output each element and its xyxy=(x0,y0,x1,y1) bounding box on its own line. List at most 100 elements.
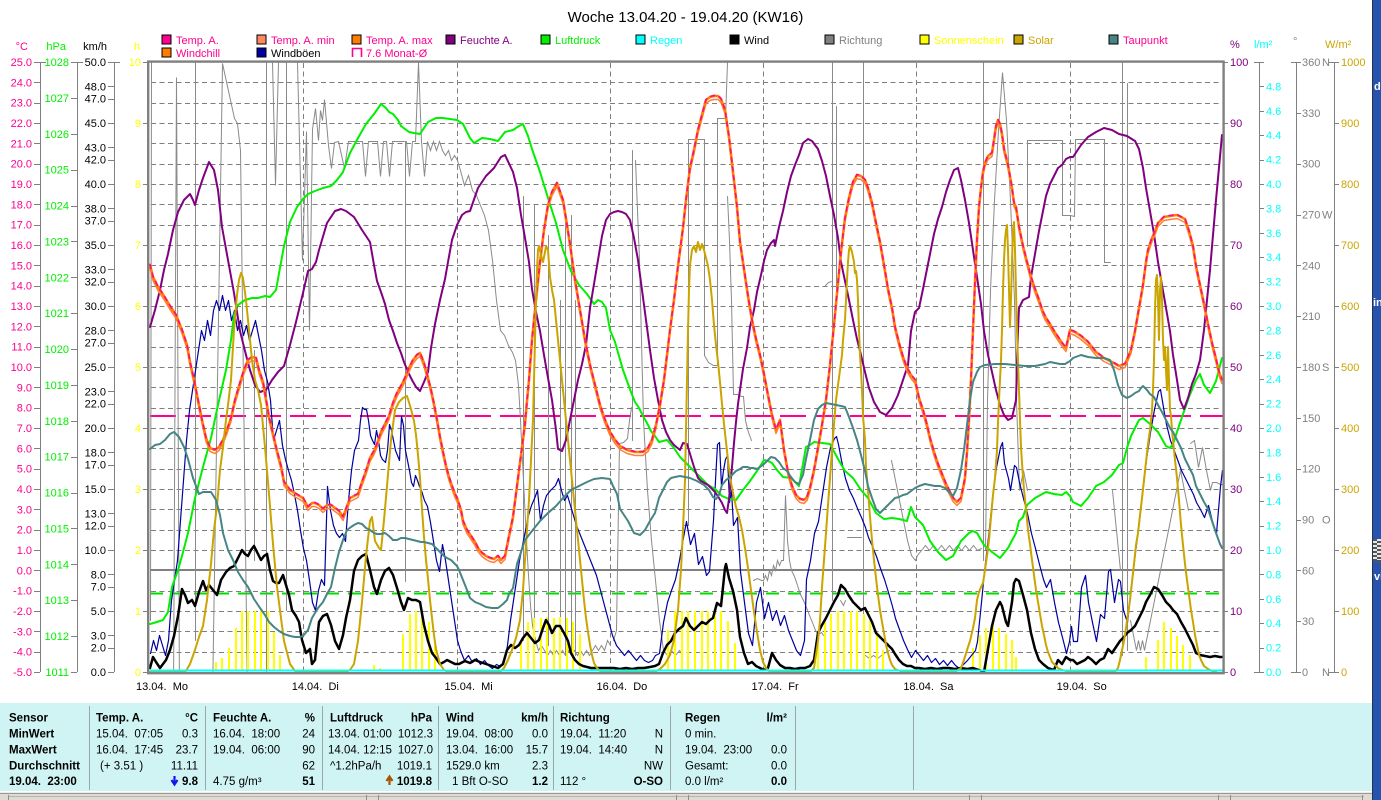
svg-text:S: S xyxy=(1322,362,1329,374)
svg-text:90: 90 xyxy=(1230,118,1242,130)
svg-text:4.6: 4.6 xyxy=(1266,106,1281,118)
svg-text:vi: vi xyxy=(1374,571,1381,583)
svg-text:16.04. Do: 16.04. Do xyxy=(597,681,648,693)
svg-text:1.0: 1.0 xyxy=(1266,545,1281,557)
svg-text:km/h: km/h xyxy=(83,41,107,53)
svg-text:0: 0 xyxy=(1341,667,1347,679)
svg-text:80: 80 xyxy=(1230,179,1242,191)
svg-text:Luftdruck: Luftdruck xyxy=(330,713,384,725)
svg-text:50.0: 50.0 xyxy=(85,57,106,69)
svg-text:8.0: 8.0 xyxy=(91,569,106,581)
svg-text:9.0: 9.0 xyxy=(17,382,32,394)
svg-text:62: 62 xyxy=(302,761,315,773)
svg-text:1015: 1015 xyxy=(45,524,69,536)
svg-text:7: 7 xyxy=(135,240,141,252)
svg-text:800: 800 xyxy=(1341,179,1359,191)
svg-text:1: 1 xyxy=(135,606,141,618)
svg-text:Feuchte A.: Feuchte A. xyxy=(213,713,271,725)
svg-text:38.0: 38.0 xyxy=(85,203,106,215)
svg-text:21.0: 21.0 xyxy=(11,138,32,150)
svg-text:3.8: 3.8 xyxy=(1266,203,1281,215)
svg-text:24.0: 24.0 xyxy=(11,77,32,89)
svg-text:1.2: 1.2 xyxy=(532,776,548,788)
svg-text:5: 5 xyxy=(135,362,141,374)
svg-text:0.0 l/m²: 0.0 l/m² xyxy=(685,776,724,788)
svg-text:N: N xyxy=(655,745,663,757)
svg-text:6: 6 xyxy=(135,301,141,313)
svg-text:0.6: 0.6 xyxy=(1266,594,1281,606)
svg-text:20.0: 20.0 xyxy=(11,159,32,171)
svg-text:150: 150 xyxy=(1302,413,1320,425)
svg-text:1016: 1016 xyxy=(45,488,69,500)
svg-text:1021: 1021 xyxy=(45,308,69,320)
svg-text:0.4: 0.4 xyxy=(1266,618,1281,630)
svg-text:13.0: 13.0 xyxy=(85,508,106,520)
svg-text:23.0: 23.0 xyxy=(85,386,106,398)
svg-text:9.8: 9.8 xyxy=(182,776,199,788)
svg-text:Windchill: Windchill xyxy=(176,48,220,60)
svg-text:1020: 1020 xyxy=(45,344,69,356)
svg-text:Temp. A.: Temp. A. xyxy=(176,35,219,47)
svg-text:4.8: 4.8 xyxy=(1266,81,1281,93)
svg-text:33.0: 33.0 xyxy=(85,264,106,276)
svg-text:19.04. 11:20: 19.04. 11:20 xyxy=(560,729,626,741)
svg-text:°C: °C xyxy=(185,713,198,725)
svg-text:N: N xyxy=(1322,667,1330,679)
svg-text:18.0: 18.0 xyxy=(11,199,32,211)
svg-text:19.04. 14:40: 19.04. 14:40 xyxy=(560,745,627,757)
svg-text:50: 50 xyxy=(1230,362,1242,374)
svg-text:17.04. Fr: 17.04. Fr xyxy=(752,681,799,693)
svg-text:5.0: 5.0 xyxy=(17,464,32,476)
svg-text:19.04. 23:00: 19.04. 23:00 xyxy=(9,776,77,788)
svg-text:Woche 13.04.20 - 19.04.20 (KW1: Woche 13.04.20 - 19.04.20 (KW16) xyxy=(568,9,804,26)
svg-text:51: 51 xyxy=(302,776,315,788)
svg-text:1.0: 1.0 xyxy=(17,545,32,557)
svg-text:6.0: 6.0 xyxy=(17,443,32,455)
svg-text:1019.8: 1019.8 xyxy=(397,776,433,788)
svg-text:90: 90 xyxy=(1302,515,1314,527)
svg-text:12.0: 12.0 xyxy=(85,521,106,533)
svg-text:1019: 1019 xyxy=(45,380,69,392)
svg-text:(+ 3.51 ): (+ 3.51 ) xyxy=(100,761,143,773)
svg-text:1013: 1013 xyxy=(45,595,69,607)
svg-text:300: 300 xyxy=(1341,484,1359,496)
svg-text:500: 500 xyxy=(1341,362,1359,374)
svg-text:4.75 g/m³: 4.75 g/m³ xyxy=(213,776,262,788)
svg-text:7.6 Monat-Ø: 7.6 Monat-Ø xyxy=(366,48,428,60)
svg-text:16.04. 18:00: 16.04. 18:00 xyxy=(213,729,280,741)
svg-text:1.4: 1.4 xyxy=(1266,496,1281,508)
svg-text:22.0: 22.0 xyxy=(85,399,106,411)
svg-text:2.0: 2.0 xyxy=(91,643,106,655)
svg-text:0.0: 0.0 xyxy=(532,729,548,741)
svg-text:1.6: 1.6 xyxy=(1266,472,1281,484)
svg-text:8.0: 8.0 xyxy=(17,403,32,415)
svg-text:km/h: km/h xyxy=(521,713,548,725)
svg-text:360: 360 xyxy=(1302,57,1320,69)
svg-text:4.0: 4.0 xyxy=(17,484,32,496)
svg-text:MinWert: MinWert xyxy=(9,729,54,741)
svg-text:-5.0: -5.0 xyxy=(13,667,32,679)
svg-text:330: 330 xyxy=(1302,108,1320,120)
svg-text:400: 400 xyxy=(1341,423,1359,435)
svg-text:Gesamt:: Gesamt: xyxy=(685,761,728,773)
svg-text:1027: 1027 xyxy=(45,93,69,105)
svg-text:h: h xyxy=(134,41,140,53)
svg-text:0.0: 0.0 xyxy=(771,745,787,757)
svg-text:1012: 1012 xyxy=(45,631,69,643)
svg-text:l/m²: l/m² xyxy=(1254,39,1273,51)
svg-text:120: 120 xyxy=(1302,464,1320,476)
svg-text:43.0: 43.0 xyxy=(85,142,106,154)
svg-text:30: 30 xyxy=(1302,616,1314,628)
svg-text:24: 24 xyxy=(302,729,315,741)
svg-text:hPa: hPa xyxy=(411,713,433,725)
svg-text:60: 60 xyxy=(1230,301,1242,313)
svg-text:1014: 1014 xyxy=(45,559,69,571)
svg-text:14.04. 12:15: 14.04. 12:15 xyxy=(328,745,392,757)
svg-text:1028: 1028 xyxy=(45,57,69,69)
svg-text:1017: 1017 xyxy=(45,452,69,464)
svg-text:W: W xyxy=(1322,210,1333,222)
svg-text:N: N xyxy=(1322,57,1330,69)
svg-text:180: 180 xyxy=(1302,362,1320,374)
svg-text:200: 200 xyxy=(1341,545,1359,557)
svg-text:4.4: 4.4 xyxy=(1266,130,1281,142)
